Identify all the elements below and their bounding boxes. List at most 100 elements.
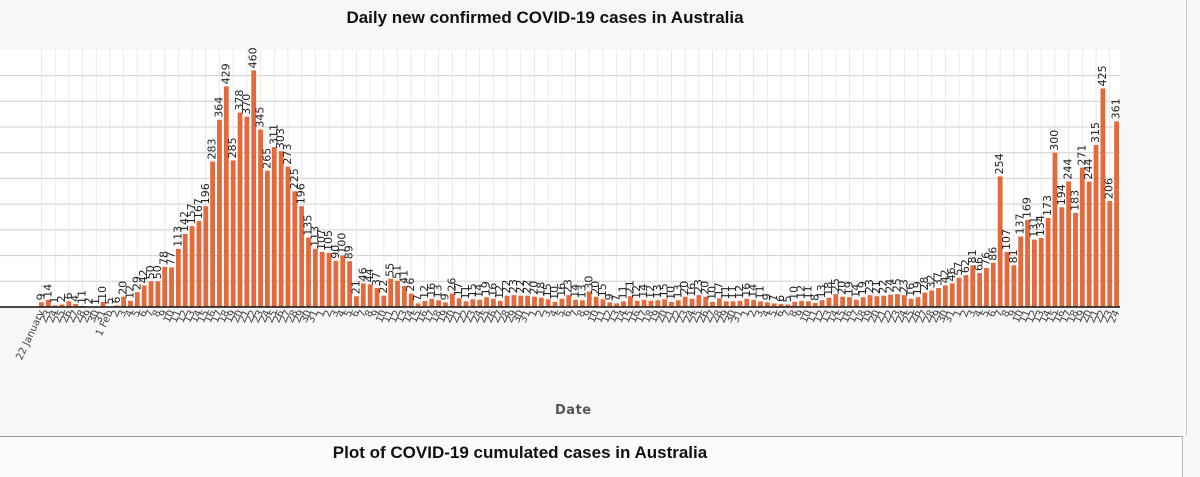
x-tick-label: 9 — [1007, 309, 1020, 319]
data-label: 16 — [740, 283, 753, 297]
bar — [504, 295, 510, 307]
bar — [806, 301, 811, 307]
x-tick-label: 30 — [87, 309, 102, 325]
x-tick-label: 4 — [760, 309, 773, 319]
bar — [1079, 167, 1085, 307]
data-label: 285 — [226, 137, 239, 158]
bar — [306, 237, 311, 307]
bar — [956, 277, 962, 307]
bar — [141, 285, 147, 307]
x-tick-label: 31 — [943, 309, 958, 325]
x-tick-label: 22 — [669, 309, 684, 325]
data-label: 107 — [1000, 229, 1013, 250]
bar — [525, 295, 531, 307]
x-tick-label: 13 — [395, 309, 410, 325]
bar — [326, 253, 332, 307]
data-label: 29 — [130, 276, 143, 290]
bar — [648, 300, 654, 307]
x-tick-label: 23 — [888, 309, 903, 325]
data-label: 425 — [1096, 65, 1109, 86]
data-label: 10 — [96, 286, 109, 300]
bar — [52, 305, 58, 307]
bar — [449, 293, 455, 307]
x-tick-label: 6 — [137, 309, 150, 319]
data-label: 196 — [295, 183, 308, 204]
bar — [970, 265, 976, 307]
bar — [1032, 239, 1037, 307]
x-tick-label: 27 — [491, 309, 506, 325]
x-tick-label: 11 — [806, 309, 821, 325]
x-tick-label: 15 — [621, 309, 636, 325]
bar — [799, 300, 804, 307]
bar — [134, 292, 140, 307]
x-tick-label: 14 — [1038, 309, 1053, 325]
data-label: 23 — [507, 279, 520, 293]
data-label: 8 — [808, 294, 821, 301]
data-label: 25 — [890, 278, 903, 292]
data-label: 16 — [904, 283, 917, 297]
data-label: 12 — [630, 285, 643, 299]
bar — [682, 296, 688, 307]
data-label: 137 — [1014, 214, 1027, 235]
data-label: 273 — [281, 144, 294, 165]
x-tick-label: 15 — [408, 309, 423, 325]
bar — [196, 221, 202, 307]
data-label: 21 — [349, 280, 362, 294]
bar — [217, 119, 222, 307]
data-label: 30 — [582, 276, 595, 290]
bar — [463, 301, 469, 307]
data-label: 78 — [158, 251, 171, 265]
bar — [511, 295, 517, 307]
data-label: 22 — [514, 280, 527, 294]
x-tick-label: 20 — [230, 309, 245, 325]
bar — [949, 283, 955, 307]
x-tick-label: 28 — [73, 309, 88, 325]
bar — [538, 297, 544, 307]
x-tick-label: 4 — [548, 309, 561, 319]
bar — [292, 191, 298, 307]
bar — [963, 275, 969, 307]
data-label: 14 — [637, 284, 650, 298]
x-axis-title: Date — [555, 403, 592, 418]
x-tick-label: 19 — [436, 309, 451, 325]
x-tick-label: 18 — [429, 309, 444, 325]
bar — [593, 296, 599, 307]
x-tick-label: 7 — [356, 309, 369, 319]
data-label: 19 — [480, 281, 493, 295]
data-label: 5 — [103, 297, 116, 304]
x-tick-label: 20 — [1080, 309, 1095, 325]
data-label: 23 — [562, 279, 575, 293]
data-label: 1 — [48, 296, 61, 303]
data-label: 11 — [753, 285, 766, 299]
x-tick-label: 13 — [182, 309, 197, 325]
x-tick-label: 26 — [696, 309, 711, 325]
bar — [627, 296, 633, 307]
data-label: 7 — [767, 294, 780, 301]
data-label: 19 — [843, 281, 856, 295]
bar — [566, 295, 572, 307]
bars — [39, 70, 1119, 308]
bar — [730, 301, 736, 307]
bar — [367, 284, 373, 307]
bar — [429, 298, 435, 307]
data-labels: 9141264112110562012294250507877113142157… — [34, 47, 1122, 305]
data-label: 20 — [678, 281, 691, 295]
x-tick-label: 14 — [402, 309, 417, 325]
data-label: 10 — [664, 286, 677, 300]
data-label: 23 — [897, 279, 910, 293]
x-tick-label: 27 — [915, 309, 930, 325]
bar — [552, 301, 558, 307]
data-label: 13 — [651, 284, 664, 298]
data-label: 12 — [123, 285, 136, 299]
bar — [148, 281, 154, 307]
bar — [388, 278, 394, 307]
data-label: 44 — [363, 268, 376, 282]
data-label: 76 — [979, 252, 992, 266]
x-tick-label: 29 — [504, 309, 519, 325]
bar — [395, 280, 400, 307]
bar — [977, 273, 983, 307]
x-tick-label: 3 — [329, 309, 342, 319]
x-tick-label: 11 — [1018, 309, 1033, 325]
x-tick-label: 5 — [343, 309, 356, 319]
